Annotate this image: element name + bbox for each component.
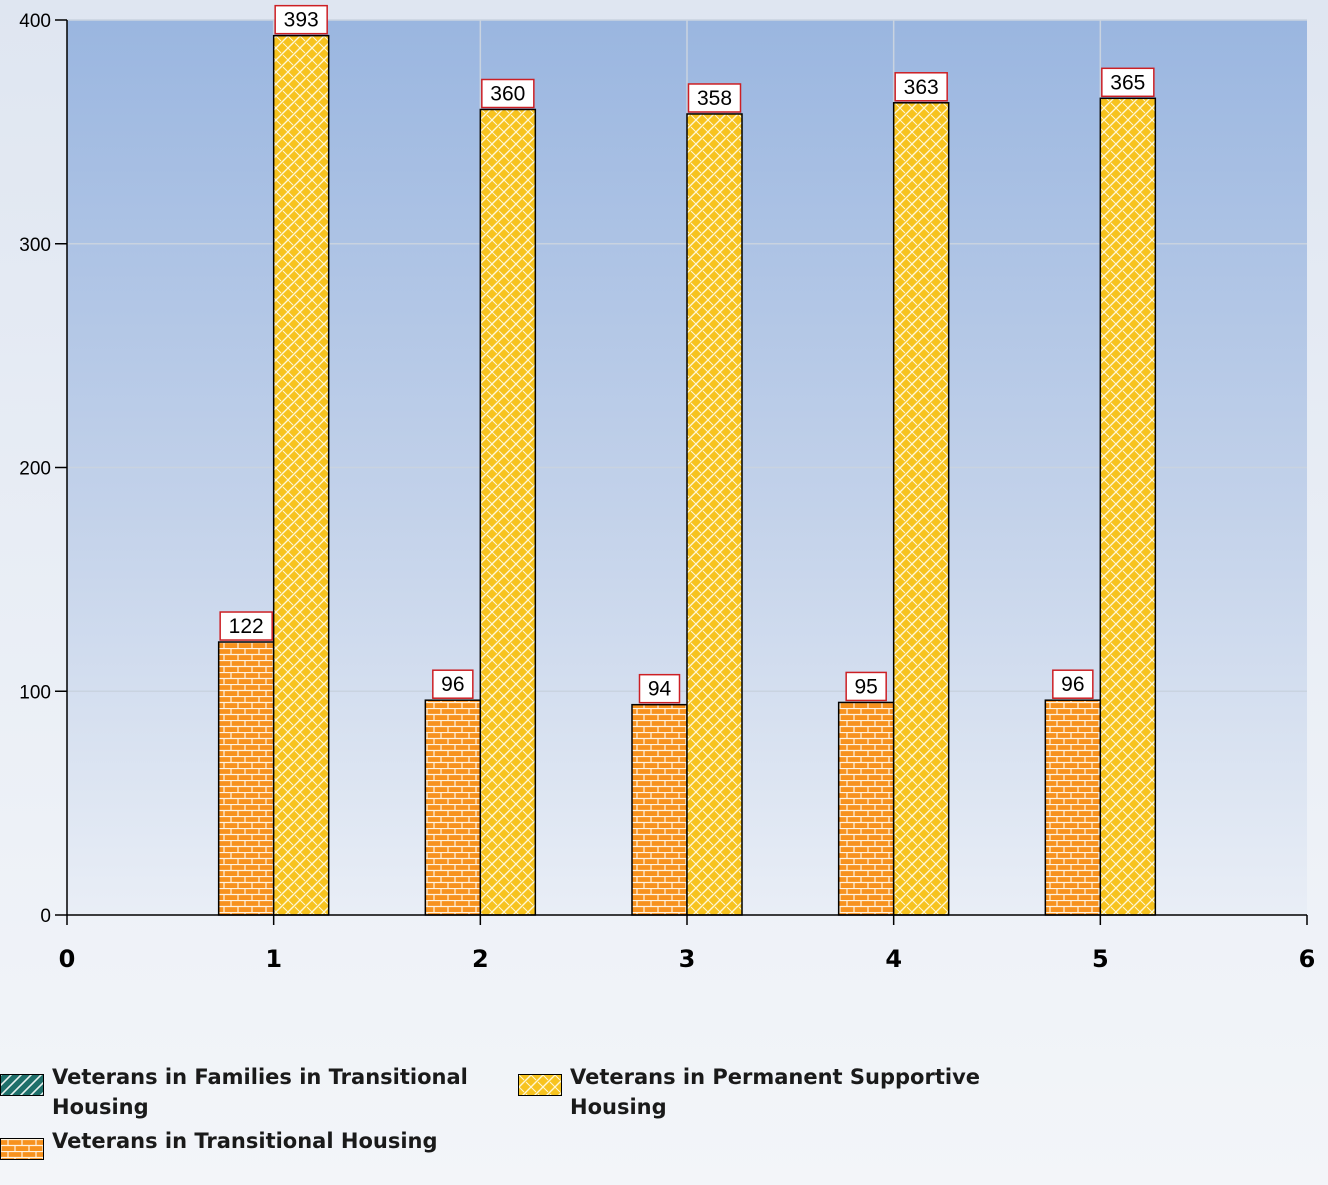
data-label-box	[219, 611, 273, 641]
data-label: 122	[229, 615, 264, 638]
data-label: 96	[1061, 673, 1084, 696]
y-tick-label: 400	[19, 11, 51, 32]
data-label-box	[845, 671, 887, 702]
data-label: 95	[854, 675, 877, 698]
data-label: 365	[1110, 71, 1145, 94]
bar	[424, 699, 482, 916]
diagonal-hatch-swatch-icon	[0, 1074, 44, 1096]
axes: 0 100 200 300 400 0 1 2 3 4 5 6	[19, 11, 1315, 973]
bar	[686, 113, 743, 916]
legend: Veterans in Families in Transitional Hou…	[0, 1062, 1328, 1185]
bar	[1044, 699, 1102, 916]
data-label-box	[1052, 669, 1094, 699]
bar	[217, 641, 275, 916]
y-tick-label: 0	[40, 906, 51, 927]
data-label: 363	[904, 76, 939, 99]
data-labels: 122 393 96 360 94 358 95 363 96 365	[219, 4, 1155, 704]
bar-chart: 0 100 200 300 400 0 1 2 3 4 5 6 122 393 96 360 94 358 95 3…	[19, 4, 1315, 973]
data-label: 360	[490, 83, 525, 106]
bar	[631, 703, 688, 916]
data-label: 94	[648, 678, 672, 701]
legend-item-transitional: Veterans in Transitional Housing	[0, 1126, 502, 1160]
x-tick-label: 4	[885, 945, 902, 973]
data-label: 393	[284, 9, 319, 32]
legend-label: Veterans in Families in Transitional Hou…	[52, 1065, 468, 1119]
data-label-box	[894, 72, 948, 102]
x-tick-label: 1	[265, 945, 282, 973]
data-label: 358	[697, 87, 732, 110]
bar	[1099, 97, 1157, 916]
legend-item-families-transitional: Veterans in Families in Transitional Hou…	[0, 1062, 502, 1122]
data-label-box	[687, 83, 742, 113]
x-tick-label: 6	[1299, 945, 1316, 973]
data-label-box	[481, 78, 535, 109]
data-label-box	[638, 673, 681, 704]
x-tick-label: 5	[1092, 945, 1109, 973]
brick-swatch-icon	[0, 1138, 44, 1160]
x-tick-label: 2	[472, 945, 489, 973]
legend-label: Veterans in Transitional Housing	[52, 1129, 438, 1153]
bar	[479, 108, 537, 916]
y-tick-label: 300	[19, 235, 51, 256]
x-tick-label: 3	[679, 945, 696, 973]
data-label: 96	[441, 673, 464, 696]
weave-swatch-icon	[518, 1074, 562, 1096]
bar	[892, 102, 950, 916]
bar	[272, 34, 330, 916]
data-label-box	[274, 4, 328, 35]
data-label-box	[432, 669, 474, 699]
bar	[837, 701, 895, 916]
x-tick-label: 0	[59, 945, 76, 973]
y-tick-label: 100	[19, 682, 51, 703]
legend-item-permanent-supportive: Veterans in Permanent Supportive Housing	[518, 1062, 1020, 1122]
data-label-box	[1101, 67, 1155, 98]
legend-label: Veterans in Permanent Supportive Housing	[570, 1065, 981, 1119]
bars	[217, 34, 1157, 916]
y-tick-label: 200	[19, 459, 51, 480]
